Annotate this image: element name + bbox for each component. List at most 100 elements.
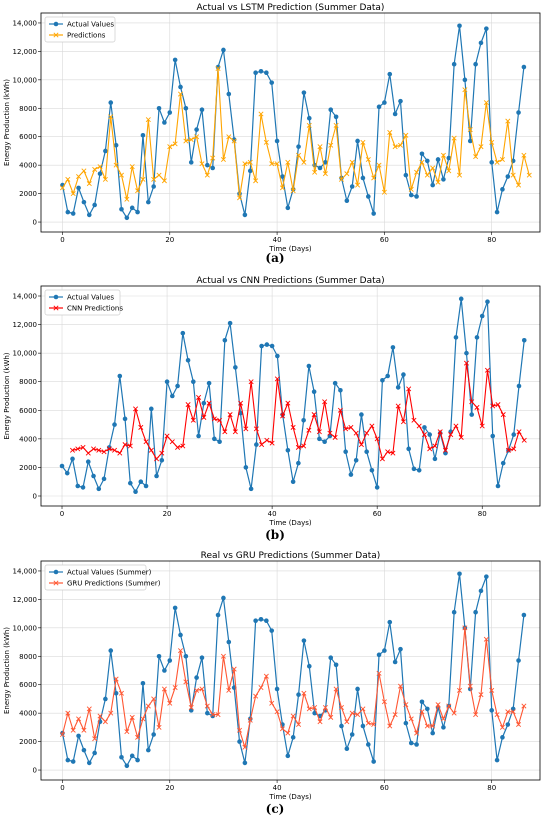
data-point <box>511 446 517 452</box>
data-point <box>296 152 302 158</box>
data-point <box>306 706 312 712</box>
data-point <box>516 182 522 188</box>
data-point <box>269 628 275 633</box>
data-point <box>344 746 350 752</box>
data-point <box>494 209 500 215</box>
data-point <box>201 414 207 420</box>
data-point <box>204 703 210 709</box>
legend-box <box>44 289 121 316</box>
data-point <box>161 178 167 184</box>
data-point <box>317 436 322 442</box>
data-point <box>382 648 387 653</box>
legend-label: Predictions <box>67 32 106 40</box>
data-point <box>441 725 446 730</box>
x-tick-label: 40 <box>268 510 277 518</box>
data-point <box>253 178 259 184</box>
data-point <box>210 155 216 161</box>
data-point <box>70 191 76 197</box>
data-point <box>101 449 107 455</box>
x-tick-label: 60 <box>380 784 389 792</box>
data-point <box>446 168 452 174</box>
data-point <box>306 363 312 369</box>
data-point <box>435 702 441 708</box>
data-point <box>172 685 178 691</box>
data-point <box>190 417 196 423</box>
data-point <box>124 729 130 735</box>
data-point <box>108 100 114 105</box>
data-point <box>242 760 248 766</box>
data-point <box>435 157 441 162</box>
data-point <box>526 172 532 178</box>
data-point <box>269 343 275 349</box>
data-point <box>279 185 285 191</box>
data-point <box>185 357 191 363</box>
data-point <box>215 65 221 71</box>
data-point <box>106 446 112 452</box>
data-point <box>103 148 108 154</box>
panel-caption: (c) <box>266 802 285 816</box>
data-point <box>301 690 307 696</box>
x-tick-label: 20 <box>163 510 172 518</box>
data-point <box>344 198 350 204</box>
data-point <box>124 215 130 221</box>
data-point <box>194 134 200 140</box>
data-point <box>473 154 479 160</box>
prediction-series <box>59 65 532 202</box>
y-tick-label: 6000 <box>19 133 37 141</box>
data-point <box>118 172 125 178</box>
data-point <box>59 185 65 191</box>
data-point <box>221 47 226 53</box>
data-point <box>194 675 199 680</box>
data-point <box>118 690 125 696</box>
data-point <box>327 430 333 436</box>
legend-label: Actual Values <box>67 294 114 302</box>
data-point <box>183 138 189 144</box>
x-tick-label: 0 <box>60 236 64 244</box>
data-point <box>112 422 117 427</box>
data-point <box>237 739 242 744</box>
data-point <box>258 111 264 117</box>
data-point <box>419 159 425 165</box>
data-point <box>162 120 167 125</box>
data-point <box>178 84 183 90</box>
data-point <box>140 680 146 686</box>
data-point <box>353 430 359 436</box>
data-point <box>70 211 76 216</box>
data-point <box>473 609 478 615</box>
data-point <box>398 646 403 652</box>
data-point <box>127 480 133 486</box>
y-tick-label: 0 <box>33 493 37 501</box>
data-point <box>421 432 427 438</box>
data-point <box>148 447 154 453</box>
data-point <box>113 690 119 696</box>
x-tick-label: 80 <box>487 236 496 244</box>
data-point <box>180 443 186 449</box>
data-point <box>135 734 141 740</box>
legend-marker <box>53 32 59 38</box>
plot-frame <box>40 285 541 507</box>
data-point <box>178 632 183 638</box>
data-point <box>322 171 328 177</box>
data-point <box>414 194 419 199</box>
data-point <box>167 110 173 115</box>
data-point <box>69 447 76 453</box>
data-point <box>172 57 178 63</box>
data-point <box>296 692 301 697</box>
data-point <box>387 129 393 135</box>
data-point <box>328 714 334 720</box>
data-point <box>490 403 496 409</box>
data-point <box>279 726 285 732</box>
data-point <box>360 723 366 729</box>
data-point <box>395 403 401 409</box>
data-point <box>430 723 436 729</box>
data-point <box>149 406 154 412</box>
data-point <box>117 373 123 379</box>
data-point <box>145 703 151 709</box>
data-point <box>231 666 237 672</box>
data-point <box>500 187 505 192</box>
data-point <box>348 424 354 430</box>
data-point <box>65 176 71 182</box>
y-tick-label: 4000 <box>19 435 37 443</box>
data-point <box>65 710 71 716</box>
data-point <box>177 648 184 654</box>
